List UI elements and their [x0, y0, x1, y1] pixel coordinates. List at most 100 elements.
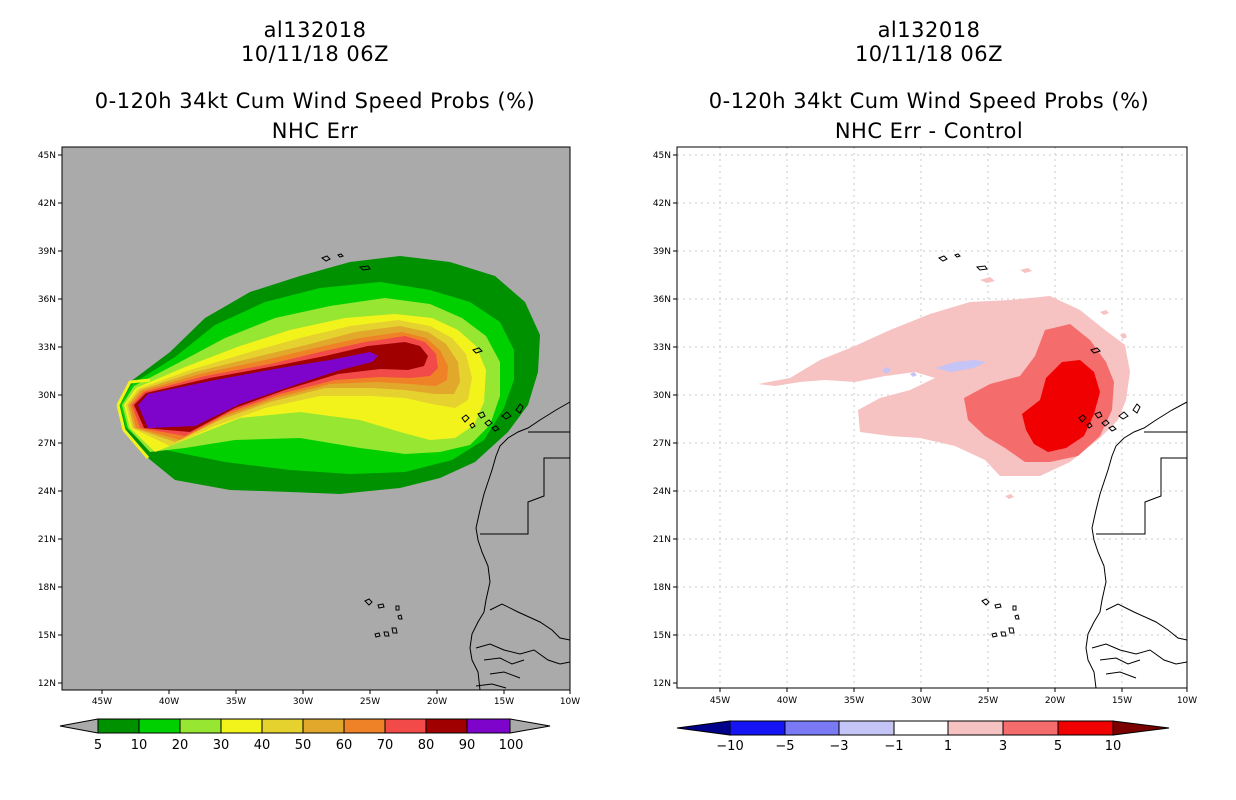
left-coastline: [320, 253, 571, 691]
colorbar-over-arrow: [509, 718, 551, 734]
lon-label: 40W: [159, 697, 179, 707]
lon-label: 35W: [226, 697, 246, 707]
right-subtitle: NHC Err - Control: [834, 119, 1024, 143]
lat-label: 24N: [653, 487, 671, 497]
colorbar-bin: [384, 718, 427, 734]
lat-label: 45N: [38, 151, 56, 161]
lat-label: 27N: [653, 439, 671, 449]
right-datetime: 10/11/18 06Z: [854, 42, 1004, 66]
colorbar-bin: [97, 718, 140, 734]
left-lat-labels: 45N 42N 39N 36N 33N 30N 27N 24N 21N 18N …: [38, 151, 56, 689]
right-colorbar-labels: −10 −5 −3 −1 1 3 5 10: [716, 739, 1121, 754]
lon-label: 30W: [911, 696, 931, 706]
colorbar-under-arrow: [59, 718, 99, 734]
right-panel-title: al132018 10/11/18 06Z 0-120h 34kt Cum Wi…: [672, 18, 1186, 143]
left-map-panel: 45N 42N 39N 36N 33N 30N 27N 24N 21N 18N …: [38, 146, 580, 707]
lon-label: 20W: [427, 697, 447, 707]
left-probability-field: [116, 256, 540, 494]
lat-label: 30N: [653, 391, 671, 401]
colorbar-label: 10: [1105, 739, 1122, 754]
colorbar-label: 5: [1054, 739, 1062, 754]
colorbar-label: 1: [944, 739, 952, 754]
right-difference-field: [758, 268, 1130, 499]
lat-label: 36N: [38, 295, 56, 305]
lon-label: 25W: [978, 696, 998, 706]
right-colorbar: [676, 720, 1170, 736]
right-lat-labels: 45N 42N 39N 36N 33N 30N 27N 24N 21N 18N …: [653, 151, 671, 689]
left-storm-id: al132018: [263, 18, 367, 42]
colorbar-label: 90: [459, 738, 476, 753]
colorbar-label: 50: [295, 738, 312, 753]
left-lat-ticks: [58, 154, 62, 684]
colorbar-bin: [729, 720, 786, 736]
right-lat-ticks: [673, 154, 677, 684]
lat-label: 45N: [653, 151, 671, 161]
lon-label: 35W: [844, 696, 864, 706]
colorbar-label: 5: [94, 738, 102, 753]
right-map-frame: [676, 146, 1188, 689]
lat-label: 12N: [38, 679, 56, 689]
lat-label: 39N: [38, 247, 56, 257]
colorbar-bin: [1057, 720, 1114, 736]
colorbar-over-arrow: [1112, 720, 1170, 736]
lat-label: 42N: [653, 199, 671, 209]
lat-label: 39N: [653, 247, 671, 257]
colorbar-bin: [784, 720, 840, 736]
right-lon-labels: 45W 40W 35W 30W 25W 20W 15W 10W: [710, 696, 1197, 706]
colorbar-label: 100: [499, 738, 524, 753]
lon-label: 15W: [494, 697, 514, 707]
colorbar-bin: [1002, 720, 1059, 736]
colorbar-label: 70: [377, 738, 394, 753]
left-panel-title: al132018 10/11/18 06Z 0-120h 34kt Cum Wi…: [58, 18, 572, 143]
left-lon-labels: 45W 40W 35W 30W 25W 20W 15W 10W: [92, 697, 580, 707]
lat-label: 42N: [38, 199, 56, 209]
left-product-title: 0-120h 34kt Cum Wind Speed Probs (%): [94, 89, 536, 113]
colorbar-label: 40: [254, 738, 271, 753]
colorbar-label: −3: [829, 739, 848, 754]
lon-label: 45W: [92, 697, 112, 707]
left-datetime: 10/11/18 06Z: [240, 42, 390, 66]
lon-label: 15W: [1112, 696, 1132, 706]
lat-label: 21N: [653, 535, 671, 545]
lat-label: 27N: [38, 439, 56, 449]
contour-90: [138, 352, 378, 428]
lat-label: 33N: [653, 343, 671, 353]
right-product-title: 0-120h 34kt Cum Wind Speed Probs (%): [708, 89, 1150, 113]
right-lon-ticks: [719, 688, 1188, 692]
contour-edge: [116, 378, 151, 459]
lat-label: 21N: [38, 535, 56, 545]
lat-label: 36N: [653, 295, 671, 305]
lat-label: 15N: [38, 631, 56, 641]
lon-label: 40W: [777, 696, 797, 706]
lon-label: 10W: [1177, 696, 1197, 706]
left-lon-ticks: [101, 690, 571, 694]
colorbar-bin: [302, 718, 345, 734]
right-map-panel: 45N 42N 39N 36N 33N 30N 27N 24N 21N 18N …: [653, 146, 1197, 706]
colorbar-bin: [343, 718, 386, 734]
colorbar-label: −5: [775, 739, 794, 754]
lon-label: 25W: [360, 697, 380, 707]
lat-label: 15N: [653, 631, 671, 641]
lon-label: 20W: [1045, 696, 1065, 706]
colorbar-bin: [838, 720, 895, 736]
colorbar-label: 20: [172, 738, 189, 753]
lat-label: 18N: [38, 583, 56, 593]
colorbar-bin: [179, 718, 222, 734]
lon-label: 45W: [710, 696, 730, 706]
lon-label: 30W: [293, 697, 313, 707]
colorbar-label: 3: [999, 739, 1007, 754]
right-coastline: [937, 253, 1188, 689]
colorbar-bin: [220, 718, 263, 734]
colorbar-bin: [947, 720, 1004, 736]
colorbar-label: −10: [716, 739, 743, 754]
colorbar-bin: [138, 718, 181, 734]
left-colorbar-labels: 5 10 20 30 40 50 60 70 80 90 100: [94, 738, 524, 753]
right-storm-id: al132018: [877, 18, 981, 42]
colorbar-label: 80: [418, 738, 435, 753]
diff-5-10: [1022, 360, 1100, 452]
lat-label: 12N: [653, 679, 671, 689]
lat-label: 33N: [38, 343, 56, 353]
left-subtitle: NHC Err: [271, 119, 359, 143]
colorbar-under-arrow: [676, 720, 731, 736]
